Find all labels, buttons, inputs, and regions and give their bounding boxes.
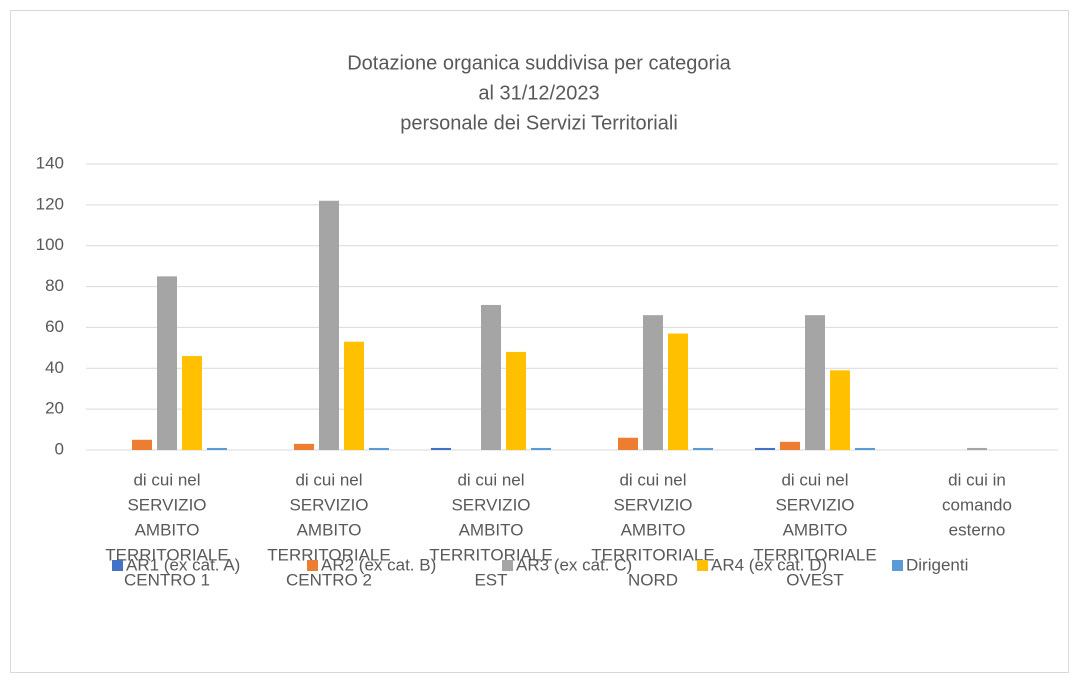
bar (344, 341, 364, 450)
x-tick-label: AMBITO (459, 520, 524, 539)
x-tick-label: SERVIZIO (289, 495, 368, 514)
bar (207, 447, 227, 450)
bar (481, 304, 501, 450)
legend-swatch (307, 560, 318, 571)
x-tick-label: SERVIZIO (127, 495, 206, 514)
x-tick-label: CENTRO 1 (124, 570, 210, 589)
x-tick-label: di cui nel (457, 470, 524, 489)
legend-swatch (112, 560, 123, 571)
chart-title: Dotazione organica suddivisa per categor… (347, 52, 731, 74)
bar (319, 200, 339, 450)
y-tick-label: 0 (55, 439, 64, 458)
x-tick-label: di cui nel (781, 470, 848, 489)
x-tick-label: comando (942, 495, 1012, 514)
x-tick-label: AMBITO (297, 520, 362, 539)
legend-label: AR2 (ex cat. B) (321, 555, 436, 574)
legend-label: AR4 (ex cat. D) (711, 555, 827, 574)
y-tick-label: 60 (45, 317, 64, 336)
y-tick-label: 80 (45, 276, 64, 295)
bar (805, 315, 825, 450)
x-tick-label: AMBITO (135, 520, 200, 539)
x-tick-label: OVEST (786, 570, 844, 589)
bar (780, 441, 800, 450)
x-tick-label: NORD (628, 570, 678, 589)
x-tick-label: di cui in (948, 470, 1006, 489)
bar (506, 351, 526, 450)
bar (693, 447, 713, 450)
legend-label: AR3 (ex cat. C) (516, 555, 632, 574)
y-tick-label: 140 (36, 153, 64, 172)
x-tick-label: TERRITORIALE (753, 545, 876, 564)
bar (855, 447, 875, 450)
chart-title: personale dei Servizi Territoriali (400, 112, 678, 134)
x-tick-label: AMBITO (783, 520, 848, 539)
x-tick-label: di cui nel (295, 470, 362, 489)
x-tick-label: di cui nel (619, 470, 686, 489)
bar (294, 443, 314, 450)
bar (531, 447, 551, 450)
legend-label: AR1 (ex cat. A) (126, 555, 240, 574)
legend-swatch (502, 560, 513, 571)
x-tick-label: TERRITORIALE (429, 545, 552, 564)
legend-swatch (892, 560, 903, 571)
x-tick-label: TERRITORIALE (591, 545, 714, 564)
x-tick-label: EST (474, 570, 507, 589)
x-tick-label: AMBITO (621, 520, 686, 539)
legend-label: Dirigenti (906, 555, 968, 574)
x-tick-label: SERVIZIO (451, 495, 530, 514)
bar (369, 447, 389, 450)
bar (157, 276, 177, 450)
x-tick-label: CENTRO 2 (286, 570, 372, 589)
x-tick-label: TERRITORIALE (105, 545, 228, 564)
y-tick-label: 100 (36, 235, 64, 254)
bar (967, 447, 987, 450)
y-tick-label: 20 (45, 399, 64, 418)
bar (132, 439, 152, 450)
x-tick-label: esterno (949, 520, 1006, 539)
bar (431, 447, 451, 450)
bar (182, 356, 202, 450)
y-tick-label: 120 (36, 194, 64, 213)
bar (643, 315, 663, 450)
y-tick-label: 40 (45, 358, 64, 377)
x-tick-label: di cui nel (133, 470, 200, 489)
bar (668, 333, 688, 450)
bar (618, 437, 638, 450)
x-tick-label: TERRITORIALE (267, 545, 390, 564)
x-tick-label: SERVIZIO (775, 495, 854, 514)
x-tick-label: SERVIZIO (613, 495, 692, 514)
chart-title: al 31/12/2023 (478, 82, 599, 104)
bar (830, 370, 850, 450)
legend-swatch (697, 560, 708, 571)
bar (755, 447, 775, 450)
